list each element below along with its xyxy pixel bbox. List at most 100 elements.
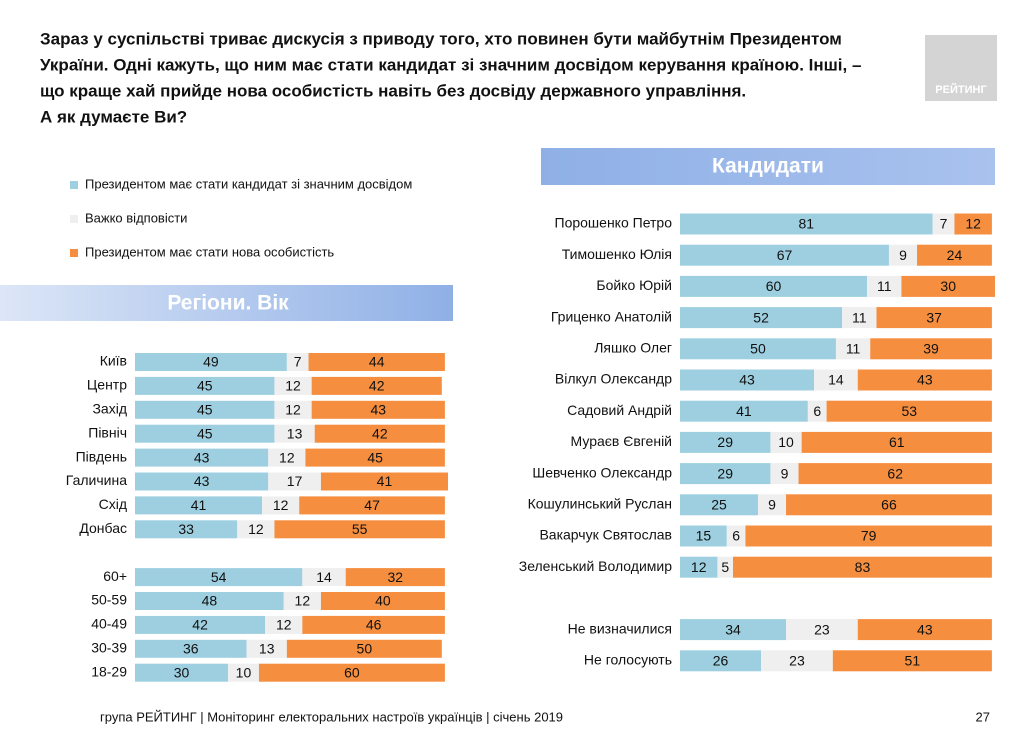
value-label: 12 [965, 216, 981, 232]
bar-segment [835, 338, 871, 360]
bar-segment [888, 244, 918, 266]
bar-segment [680, 431, 771, 453]
bar-segment [680, 307, 843, 329]
category-label: Садовий Андрій [567, 402, 672, 418]
band [541, 148, 995, 185]
bar-segment [265, 615, 303, 634]
bar-segment [311, 400, 445, 419]
value-label: 60 [766, 278, 782, 294]
bar-segment [135, 592, 284, 610]
value-label: 10 [236, 664, 252, 680]
bar-segment [870, 338, 992, 360]
bar-segment [680, 650, 762, 672]
value-label: 29 [717, 434, 733, 450]
bar-segment [770, 463, 799, 485]
value-label: 43 [917, 621, 933, 637]
bar-segment [801, 431, 992, 453]
bar-segment [227, 663, 259, 682]
value-label: 11 [877, 278, 892, 294]
bar-segment [135, 568, 303, 587]
bar-segment [680, 556, 718, 578]
bar-segment [135, 424, 275, 443]
category-label: Кошулинський Руслан [528, 496, 672, 512]
value-label: 13 [259, 641, 275, 657]
value-label: 67 [777, 247, 793, 263]
category-label: Ляшко Олег [594, 340, 672, 356]
value-label: 55 [352, 521, 368, 537]
value-label: 12 [273, 497, 289, 513]
value-label: 53 [901, 403, 917, 419]
bar-segment [135, 376, 275, 395]
bar-segment [246, 639, 287, 658]
category-label: Не визначилися [568, 620, 672, 636]
bar-segment [842, 307, 877, 329]
bar-segment [807, 400, 827, 422]
value-label: 30 [940, 278, 956, 294]
bar-segment [857, 619, 992, 641]
bar-segment [726, 525, 746, 547]
value-label: 12 [248, 521, 264, 537]
value-label: 26 [713, 653, 729, 669]
value-label: 9 [899, 247, 907, 263]
value-label: 12 [279, 449, 295, 465]
bar-segment [311, 376, 442, 395]
title-line: що краще хай прийде нова особистість нав… [40, 81, 746, 100]
bar-segment [680, 338, 836, 360]
bar-segment [135, 520, 238, 539]
bar-segment [274, 520, 445, 539]
value-label: 42 [192, 617, 208, 633]
value-label: 79 [861, 528, 877, 544]
value-label: 7 [940, 216, 948, 232]
bar-segment [283, 592, 321, 610]
bar-segment [733, 556, 992, 578]
bar-segment [135, 663, 228, 682]
bar-segment [867, 275, 902, 297]
value-label: 41 [377, 473, 393, 489]
value-label: 5 [721, 559, 729, 575]
category-label: Гриценко Анатолій [551, 308, 672, 324]
value-label: 10 [778, 434, 794, 450]
value-label: 47 [364, 497, 380, 513]
legend-label: Президентом має стати нова особистість [85, 244, 334, 259]
bar-segment [314, 424, 445, 443]
value-label: 45 [197, 378, 213, 394]
value-label: 37 [926, 309, 942, 325]
category-label: Схід [99, 496, 127, 512]
bar-segment [299, 496, 445, 515]
bar-segment [680, 525, 727, 547]
bar-segment [761, 650, 833, 672]
bar-segment [135, 496, 263, 515]
value-label: 11 [846, 341, 861, 357]
value-label: 40 [375, 593, 391, 609]
footer: група РЕЙТИНГ | Моніторинг електоральних… [100, 709, 563, 724]
bar-segment [680, 369, 815, 391]
value-label: 44 [369, 354, 385, 370]
bar-segment [786, 619, 858, 641]
value-label: 41 [191, 497, 207, 513]
bar-segment [320, 472, 448, 491]
bar-segment [857, 369, 992, 391]
title-line: Зараз у суспільстві триває дискусія з пр… [40, 29, 842, 48]
value-label: 9 [768, 497, 776, 513]
bar-segment [237, 520, 275, 539]
value-label: 30 [174, 664, 190, 680]
value-label: 81 [799, 216, 815, 232]
bar-segment [274, 376, 312, 395]
category-label: 40-49 [91, 616, 127, 632]
value-label: 61 [889, 434, 905, 450]
logo: РЕЙТИНГ [935, 83, 987, 96]
bar-segment [258, 663, 445, 682]
bar-segment [135, 448, 269, 467]
value-label: 50 [357, 641, 373, 657]
value-label: 12 [285, 402, 301, 418]
value-label: 25 [711, 497, 727, 513]
value-label: 83 [855, 559, 871, 575]
value-label: 43 [739, 372, 755, 388]
category-label: Захід [92, 401, 127, 417]
bar-segment [345, 568, 445, 587]
bar-segment [308, 353, 445, 371]
bar-segment [917, 244, 992, 266]
category-label: Вакарчук Святослав [539, 527, 672, 543]
page-number: 27 [976, 709, 990, 724]
value-label: 6 [813, 403, 821, 419]
